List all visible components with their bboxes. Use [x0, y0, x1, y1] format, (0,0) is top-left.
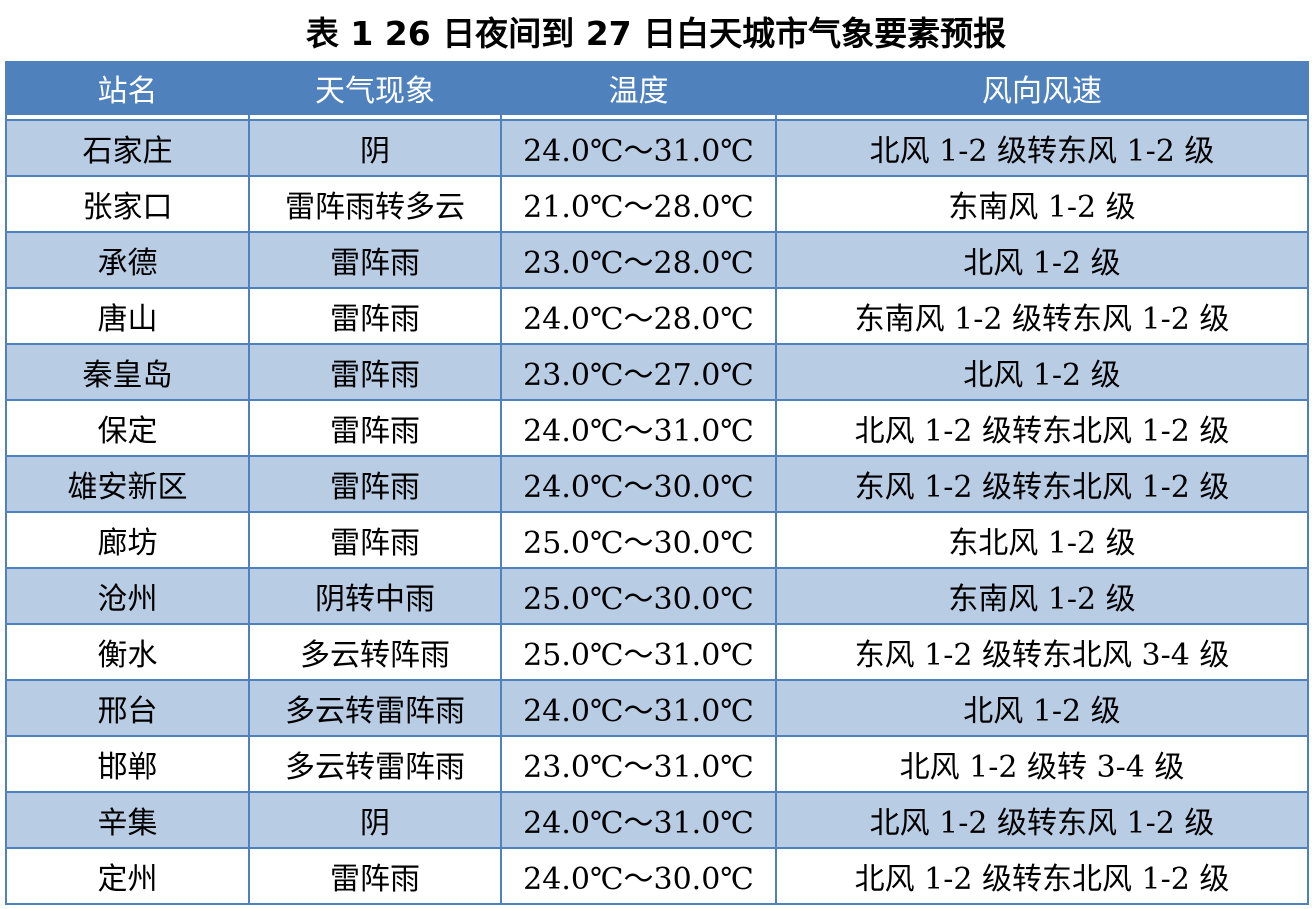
station-cell: 定州: [5, 847, 250, 905]
temperature-cell: 24.0℃～31.0℃: [500, 119, 777, 177]
weather-cell: 多云转雷阵雨: [248, 679, 502, 737]
table-row: 张家口 雷阵雨转多云 21.0℃～28.0℃ 东南风 1-2 级: [5, 175, 1309, 233]
station-cell: 承德: [5, 231, 250, 289]
wind-cell: 东风 1-2 级转东北风 1-2 级: [775, 455, 1309, 513]
wind-cell: 北风 1-2 级转 3-4 级: [775, 735, 1309, 793]
temperature-cell: 25.0℃～30.0℃: [500, 511, 777, 569]
temperature-cell: 25.0℃～30.0℃: [500, 567, 777, 625]
temperature-cell: 24.0℃～30.0℃: [500, 455, 777, 513]
station-cell: 石家庄: [5, 119, 250, 177]
wind-cell: 东风 1-2 级转东北风 3-4 级: [775, 623, 1309, 681]
station-cell: 张家口: [5, 175, 250, 233]
wind-cell: 北风 1-2 级转东北风 1-2 级: [775, 847, 1309, 905]
station-cell: 廊坊: [5, 511, 250, 569]
wind-cell: 东南风 1-2 级: [775, 175, 1309, 233]
table-row: 邢台 多云转雷阵雨 24.0℃～31.0℃ 北风 1-2 级: [5, 679, 1309, 737]
wind-cell: 北风 1-2 级: [775, 679, 1309, 737]
station-cell: 唐山: [5, 287, 250, 345]
temperature-cell: 24.0℃～30.0℃: [500, 847, 777, 905]
table-row: 保定 雷阵雨 24.0℃～31.0℃ 北风 1-2 级转东北风 1-2 级: [5, 399, 1309, 457]
table-row: 邯郸 多云转雷阵雨 23.0℃～31.0℃ 北风 1-2 级转 3-4 级: [5, 735, 1309, 793]
station-cell: 沧州: [5, 567, 250, 625]
header-row: 站名 天气现象 温度 风向风速: [5, 61, 1309, 115]
header-weather: 天气现象: [248, 61, 502, 115]
header-wind: 风向风速: [775, 61, 1309, 115]
weather-cell: 雷阵雨: [248, 511, 502, 569]
wind-cell: 北风 1-2 级转东风 1-2 级: [775, 791, 1309, 849]
temperature-cell: 21.0℃～28.0℃: [500, 175, 777, 233]
wind-cell: 东北风 1-2 级: [775, 511, 1309, 569]
header-station: 站名: [5, 61, 250, 115]
weather-cell: 雷阵雨: [248, 231, 502, 289]
weather-cell: 雷阵雨: [248, 847, 502, 905]
wind-cell: 北风 1-2 级转东北风 1-2 级: [775, 399, 1309, 457]
station-cell: 保定: [5, 399, 250, 457]
temperature-cell: 23.0℃～27.0℃: [500, 343, 777, 401]
table-row: 廊坊 雷阵雨 25.0℃～30.0℃ 东北风 1-2 级: [5, 511, 1309, 569]
table-row: 定州 雷阵雨 24.0℃～30.0℃ 北风 1-2 级转东北风 1-2 级: [5, 847, 1309, 905]
table-row: 辛集阴 24.0℃～31.0℃ 北风 1-2 级转东风 1-2 级: [5, 791, 1309, 849]
forecast-table: 站名 天气现象 温度 风向风速 石家庄阴 24.0℃～31.0℃ 北风 1-2 级转…: [5, 61, 1309, 905]
weather-cell: 多云转阵雨: [248, 623, 502, 681]
spacer-row: [5, 114, 1309, 120]
temperature-cell: 24.0℃～31.0℃: [500, 679, 777, 737]
wind-cell: 北风 1-2 级转东风 1-2 级: [775, 119, 1309, 177]
station-cell: 雄安新区: [5, 455, 250, 513]
weather-cell: 阴: [248, 791, 502, 849]
weather-cell: 多云转雷阵雨: [248, 735, 502, 793]
table-row: 唐山 雷阵雨 24.0℃～28.0℃ 东南风 1-2 级转东风 1-2 级: [5, 287, 1309, 345]
station-cell: 邢台: [5, 679, 250, 737]
temperature-cell: 25.0℃～31.0℃: [500, 623, 777, 681]
weather-cell: 阴: [248, 119, 502, 177]
table-title: 表 1 26 日夜间到 27 日白天城市气象要素预报: [305, 14, 1007, 53]
weather-cell: 阴转中雨: [248, 567, 502, 625]
wind-cell: 东南风 1-2 级: [775, 567, 1309, 625]
temperature-cell: 23.0℃～31.0℃: [500, 735, 777, 793]
table-row: 沧州 阴转中雨 25.0℃～30.0℃ 东南风 1-2 级: [5, 567, 1309, 625]
weather-cell: 雷阵雨: [248, 455, 502, 513]
temperature-cell: 24.0℃～31.0℃: [500, 791, 777, 849]
station-cell: 邯郸: [5, 735, 250, 793]
wind-cell: 东南风 1-2 级转东风 1-2 级: [775, 287, 1309, 345]
table-row: 承德 雷阵雨 23.0℃～28.0℃ 北风 1-2 级: [5, 231, 1309, 289]
table-row: 衡水 多云转阵雨 25.0℃～31.0℃ 东风 1-2 级转东北风 3-4 级: [5, 623, 1309, 681]
wind-cell: 北风 1-2 级: [775, 231, 1309, 289]
temperature-cell: 24.0℃～28.0℃: [500, 287, 777, 345]
weather-cell: 雷阵雨: [248, 343, 502, 401]
weather-cell: 雷阵雨: [248, 399, 502, 457]
table-row: 石家庄阴 24.0℃～31.0℃ 北风 1-2 级转东风 1-2 级: [5, 119, 1309, 177]
table-row: 雄安新区 雷阵雨 24.0℃～30.0℃ 东风 1-2 级转东北风 1-2 级: [5, 455, 1309, 513]
wind-cell: 北风 1-2 级: [775, 343, 1309, 401]
weather-cell: 雷阵雨转多云: [248, 175, 502, 233]
weather-cell: 雷阵雨: [248, 287, 502, 345]
table-row: 秦皇岛 雷阵雨 23.0℃～27.0℃ 北风 1-2 级: [5, 343, 1309, 401]
station-cell: 辛集: [5, 791, 250, 849]
temperature-cell: 24.0℃～31.0℃: [500, 399, 777, 457]
temperature-cell: 23.0℃～28.0℃: [500, 231, 777, 289]
station-cell: 衡水: [5, 623, 250, 681]
header-temperature: 温度: [500, 61, 777, 115]
station-cell: 秦皇岛: [5, 343, 250, 401]
